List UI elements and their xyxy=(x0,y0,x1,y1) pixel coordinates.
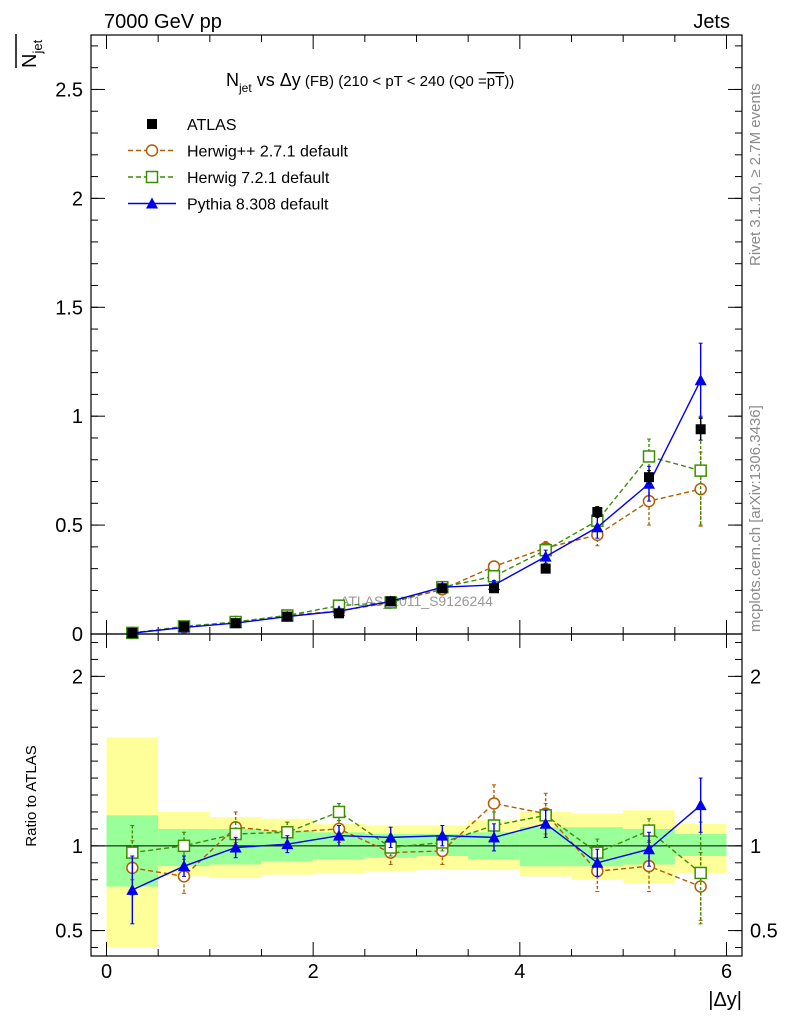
ratio-line xyxy=(132,804,702,891)
title-range: (FB) (210 < pT < 240 (Q0 = xyxy=(301,73,487,90)
ratio-point xyxy=(643,843,655,855)
data-point xyxy=(334,608,344,619)
data-point xyxy=(695,424,706,435)
main-panel: 0 0.5 1 1.5 2 2.5 ATLAS_2011_S9126244 xyxy=(55,34,743,646)
legend-marker xyxy=(147,119,157,129)
title-close: )) xyxy=(504,73,514,90)
y-tick-label: 1 xyxy=(72,406,83,428)
ratio-point xyxy=(694,880,707,893)
ratio-line xyxy=(132,811,702,874)
ratio-point xyxy=(591,856,604,868)
data-point xyxy=(127,627,138,638)
ratio-line xyxy=(132,802,701,888)
x-axis-label: |Δy| xyxy=(708,989,742,1011)
legend-label: Herwig 7.2.1 default xyxy=(187,170,330,187)
data-point xyxy=(230,618,241,629)
ratio-point xyxy=(177,839,191,853)
ratio-point xyxy=(332,805,346,819)
legend-label: Herwig++ 2.7.1 default xyxy=(187,144,349,161)
main-plot-title: Njet vs Δy (FB) (210 < pT < 240 (Q0 =pT)… xyxy=(226,70,514,95)
analysis-watermark: ATLAS_2011_S9126244 xyxy=(340,593,493,609)
ratio-point xyxy=(384,831,397,843)
data-point xyxy=(539,550,552,562)
legend-item: Pythia 8.308 default xyxy=(128,197,329,214)
y-label-n: N xyxy=(19,54,41,68)
title-vs: vs Δy xyxy=(252,70,301,90)
x-tick-label: 2 xyxy=(308,961,319,983)
title-pt: pT xyxy=(487,73,505,90)
title-n: N xyxy=(226,70,239,90)
legend: ATLAS Herwig++ 2.7.1 default Herwig 7.2.1 … xyxy=(128,117,349,214)
y-tick-label-right: 2 xyxy=(750,666,761,688)
ratio-point xyxy=(178,860,190,872)
ratio-point xyxy=(229,841,242,853)
svg-text:Njet: Njet xyxy=(19,39,45,68)
data-point xyxy=(282,611,293,622)
ratio-point xyxy=(333,829,345,841)
legend-item: ATLAS xyxy=(147,117,237,134)
legend-label: Pythia 8.308 default xyxy=(187,197,329,214)
series-0 xyxy=(127,417,706,638)
legend-item: Herwig++ 2.7.1 default xyxy=(128,144,349,161)
series-3 xyxy=(126,342,707,639)
ratio-point xyxy=(488,831,500,843)
ratio-panel: 0.5 0.5 1 1 2 2 0 2 4 6 xyxy=(55,633,778,983)
x-tick-label: 4 xyxy=(514,961,525,983)
x-tick-label: 6 xyxy=(721,961,732,983)
ratio-point xyxy=(436,829,449,841)
ratio-y-axis-label: Ratio to ATLAS xyxy=(23,745,40,846)
legend-label: ATLAS xyxy=(187,117,237,134)
ratio-point xyxy=(694,866,707,880)
mcplots-label: mcplots.cern.ch [arXiv:1306.3436] xyxy=(747,405,764,632)
ratio-point xyxy=(126,883,139,895)
y-tick-label: 2 xyxy=(72,666,83,688)
series-line xyxy=(132,455,701,634)
y-tick-label: 0.5 xyxy=(55,921,83,943)
y-tick-label: 0 xyxy=(72,624,83,646)
series-1 xyxy=(126,451,707,640)
data-point xyxy=(179,621,189,632)
rivet-version-label: Rivet 3.1.10, ≥ 2.7M events xyxy=(747,84,764,267)
data-point xyxy=(642,450,656,463)
data-point xyxy=(644,472,654,483)
panel-frame xyxy=(90,633,743,957)
series-line xyxy=(132,488,701,634)
data-point xyxy=(694,374,707,386)
data-point xyxy=(694,464,707,477)
y-tick-label: 2 xyxy=(72,188,83,210)
legend-marker xyxy=(145,144,159,157)
y-tick-label-right: 0.5 xyxy=(750,921,778,943)
ratio-point xyxy=(487,797,501,810)
y-label-sub: jet xyxy=(30,39,45,54)
data-point xyxy=(540,563,551,574)
legend-marker xyxy=(145,170,159,184)
data-point xyxy=(437,583,448,594)
ratio-point xyxy=(539,817,552,829)
main-y-axis-label: Njet xyxy=(15,34,45,68)
y-tick-label: 2.5 xyxy=(55,79,83,101)
data-point xyxy=(592,507,603,518)
title-sub-jet: jet xyxy=(238,81,252,95)
ratio-series-2 xyxy=(126,777,707,925)
collision-energy-label: 7000 GeV pp xyxy=(104,11,222,33)
data-point xyxy=(385,596,396,607)
y-tick-label: 1.5 xyxy=(55,297,83,319)
x-tick-label: 0 xyxy=(101,961,112,983)
y-tick-label: 1 xyxy=(72,836,83,858)
ratio-point xyxy=(281,838,294,850)
process-label: Jets xyxy=(693,11,730,33)
ratio-point xyxy=(694,799,707,811)
data-point xyxy=(489,583,499,594)
data-point xyxy=(591,521,604,533)
y-tick-label-right: 1 xyxy=(750,836,761,858)
series-line xyxy=(132,379,702,634)
y-tick-label: 0.5 xyxy=(55,515,83,537)
legend-marker xyxy=(146,197,158,209)
legend-item: Herwig 7.2.1 default xyxy=(128,170,330,187)
